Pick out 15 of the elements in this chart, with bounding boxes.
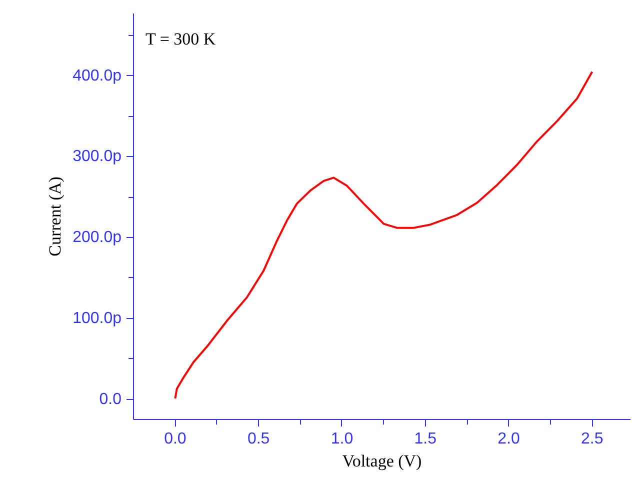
annotation: T = 300 K — [146, 30, 216, 48]
x-tick-label: 1.0 — [330, 430, 354, 448]
y-axis-title: Current (A) — [46, 176, 65, 256]
x-axis-title: Voltage (V) — [342, 452, 422, 470]
y-tick-label: 400.0p — [72, 67, 122, 84]
line-series — [174, 70, 594, 400]
y-tick-label: 300.0p — [72, 148, 122, 166]
y-tick-label: 100.0p — [72, 310, 122, 327]
x-tick-label: 0.0 — [164, 430, 186, 448]
x-tick-label: 2.0 — [498, 430, 520, 448]
x-tick-label: 2.5 — [581, 430, 604, 448]
x-tick-label: 1.5 — [414, 430, 437, 448]
y-tick-label: 0.0 — [99, 390, 122, 408]
x-tick-label: 0.5 — [247, 430, 270, 448]
y-tick-label: 200.0p — [72, 229, 122, 246]
